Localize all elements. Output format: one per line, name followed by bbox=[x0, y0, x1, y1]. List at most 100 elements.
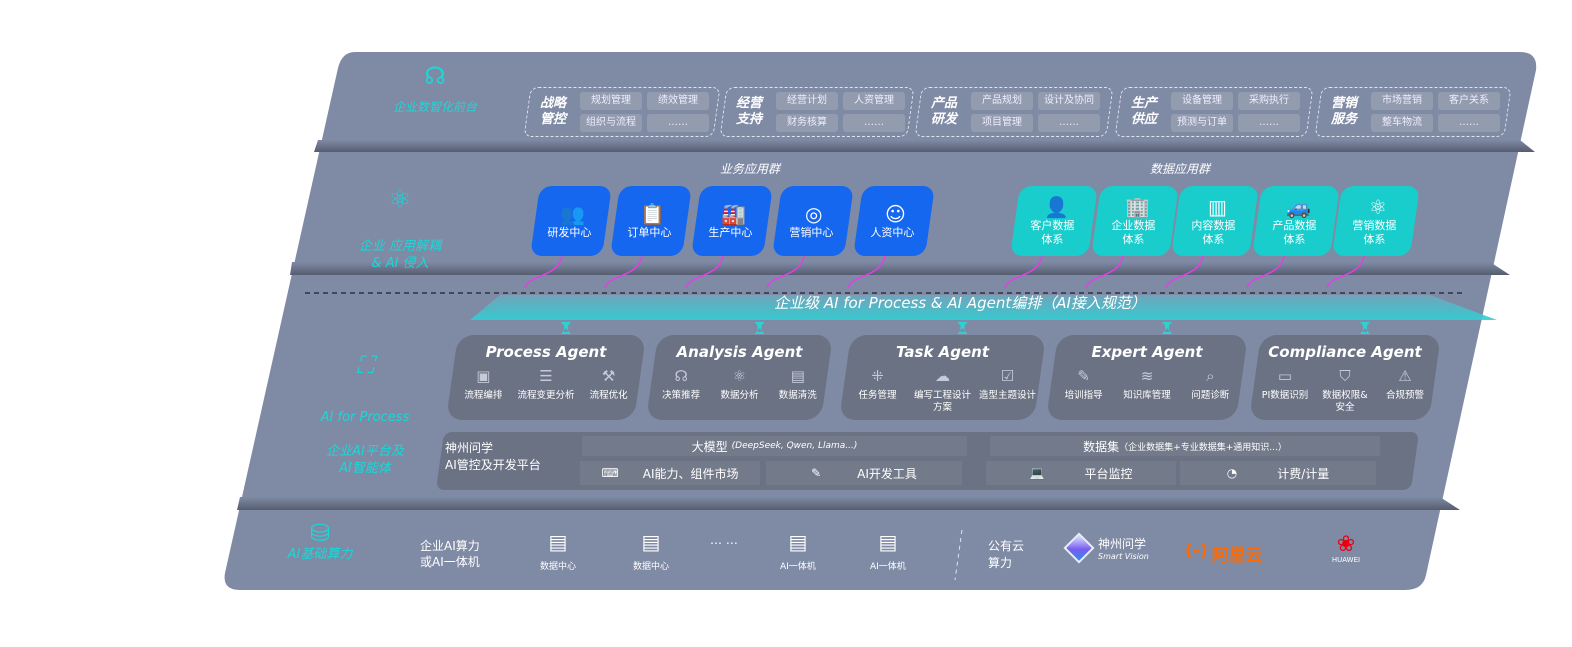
target-icon: ◎ bbox=[805, 202, 823, 226]
group-chip[interactable]: 经营计划 bbox=[776, 92, 838, 110]
checklist-icon: ☑ bbox=[1000, 367, 1015, 385]
atom-icon: ⚛ bbox=[732, 367, 747, 385]
agent-feature-label: 数据清洗 bbox=[778, 390, 817, 401]
group-chip[interactable]: 设计及协同 bbox=[1038, 92, 1100, 110]
market-icon: ⌨ bbox=[601, 466, 619, 480]
models-bar[interactable]: 大模型 (DeepSeek, Qwen, Llama...) bbox=[582, 436, 967, 456]
atom-icon: ⚛ bbox=[1368, 195, 1387, 219]
market-cell[interactable]: ⌨ AI能力、组件市场 bbox=[580, 461, 760, 485]
aliyun-logo-icon: (-) bbox=[1185, 541, 1208, 561]
agent-feature[interactable]: ⚛ 数据分析 bbox=[711, 367, 769, 402]
group-chip[interactable]: 财务核算 bbox=[776, 114, 838, 132]
agent-feature-label: 流程变更分析 bbox=[517, 390, 575, 401]
layer-divider-3 bbox=[237, 497, 1460, 510]
integration-arrow bbox=[1246, 249, 1286, 289]
group-chip[interactable]: 客户关系 bbox=[1438, 92, 1500, 110]
agent-card[interactable]: Process Agent ▣ 流程编排 ☰ 流程变更分析 ⚒ 流程优化 bbox=[446, 335, 646, 420]
agent-feature[interactable]: ☊ 决策推荐 bbox=[652, 367, 710, 402]
vendor-smart-vision: 神州问学 Smart Vision bbox=[1063, 532, 1149, 564]
business_apps-card[interactable]: 📋 订单中心 bbox=[610, 186, 692, 256]
chart-window-icon: ▣ bbox=[476, 367, 491, 385]
agent-card[interactable]: Analysis Agent ☊ 决策推荐 ⚛ 数据分析 ▤ 数据清洗 bbox=[646, 335, 833, 420]
billing-cell[interactable]: ◔ 计费/计量 bbox=[1180, 461, 1376, 485]
group-chip[interactable]: 项目管理 bbox=[971, 114, 1033, 132]
data_apps-card[interactable]: ⚛ 营销数据 体系 bbox=[1332, 186, 1420, 256]
group-title: 战略 管控 bbox=[540, 96, 567, 127]
vendor-aliyun: (-) 阿里云 bbox=[1185, 541, 1263, 566]
smart-vision-sub: Smart Vision bbox=[1098, 552, 1149, 561]
id-card-icon: ▭ bbox=[1277, 367, 1293, 385]
face-scan-icon: ⛶ bbox=[356, 351, 374, 379]
monitor-cell[interactable]: 💻 平台监控 bbox=[986, 461, 1176, 485]
data_apps-card[interactable]: 🚙 产品数据 体系 bbox=[1252, 186, 1340, 256]
books-icon: ▥ bbox=[1207, 195, 1227, 219]
billing-label: 计费/计量 bbox=[1277, 466, 1330, 481]
gauge-icon: ◔ bbox=[1226, 466, 1238, 480]
dataset-note: （企业数据集+专业数据集+通用知识...） bbox=[1119, 442, 1287, 453]
agent-feature[interactable]: ⌕ 问题诊断 bbox=[1179, 367, 1242, 402]
agent-feature[interactable]: ✎ 培训指导 bbox=[1052, 367, 1115, 402]
tools-icon: ⚒ bbox=[601, 367, 616, 385]
group-chip[interactable]: 人资管理 bbox=[843, 92, 905, 110]
devtools-cell[interactable]: ✎ AI开发工具 bbox=[766, 461, 962, 485]
business_apps-card-label: 生产中心 bbox=[708, 226, 753, 239]
agent-feature-label: PI数据识别 bbox=[1261, 390, 1309, 401]
agent-feature-label: 知识库管理 bbox=[1123, 390, 1171, 401]
agent-feature[interactable]: ⚒ 流程优化 bbox=[578, 367, 640, 402]
business_apps-card[interactable]: 🏭 生产中心 bbox=[691, 186, 773, 256]
integration-arrow bbox=[1085, 249, 1125, 289]
doc-clean-icon: ▤ bbox=[790, 367, 805, 385]
group-chip[interactable]: 市场营销 bbox=[1371, 92, 1433, 110]
data_apps-card[interactable]: 👤 客户数据 体系 bbox=[1010, 186, 1098, 256]
group-chip[interactable]: 规划管理 bbox=[580, 92, 642, 110]
head-icon: ☊ bbox=[674, 367, 688, 385]
database-icon: ⛁ bbox=[309, 519, 331, 547]
business_apps-card[interactable]: ☺ 人资中心 bbox=[853, 186, 935, 256]
dataset-bar[interactable]: 数据集 （企业数据集+专业数据集+通用知识...） bbox=[990, 436, 1380, 456]
agent-feature[interactable]: ▣ 流程编排 bbox=[452, 367, 514, 402]
group-chip[interactable]: …… bbox=[1438, 114, 1500, 132]
agent-feature[interactable]: ▭ PI数据识别 bbox=[1255, 367, 1314, 414]
agent-feature[interactable]: ☰ 流程变更分析 bbox=[515, 367, 577, 402]
group-chip[interactable]: …… bbox=[1038, 114, 1100, 132]
agent-feature[interactable]: ⁜ 任务管理 bbox=[845, 367, 909, 414]
group-chip[interactable]: 预测与订单 bbox=[1171, 114, 1233, 132]
group-chip[interactable]: 绩效管理 bbox=[647, 92, 709, 110]
group-chip[interactable]: 整车物流 bbox=[1371, 114, 1433, 132]
server-icon: ▤ bbox=[878, 530, 898, 554]
bidirectional-arrow-icon bbox=[561, 322, 571, 334]
group-chip[interactable]: …… bbox=[1238, 114, 1300, 132]
agent-title: Expert Agent bbox=[1091, 343, 1203, 361]
aliyun-name: 阿里云 bbox=[1211, 546, 1263, 566]
group-chip[interactable]: 采购执行 bbox=[1238, 92, 1300, 110]
platform-title: 神州问学 AI管控及开发平台 bbox=[445, 441, 541, 472]
alert-icon: ⚠ bbox=[1398, 367, 1412, 385]
agent-feature[interactable]: ☑ 造型主题设计 bbox=[975, 367, 1039, 414]
agent-feature[interactable]: ⚠ 合规预警 bbox=[1375, 367, 1434, 414]
group-chip[interactable]: …… bbox=[647, 114, 709, 132]
group-chip[interactable]: 设备管理 bbox=[1171, 92, 1233, 110]
group-chip[interactable]: 组织与流程 bbox=[580, 114, 642, 132]
diagnosis-icon: ⌕ bbox=[1206, 367, 1215, 385]
data_apps-card[interactable]: 🏢 企业数据 体系 bbox=[1091, 186, 1179, 256]
group-chip[interactable]: …… bbox=[843, 114, 905, 132]
business_apps-card[interactable]: ◎ 营销中心 bbox=[772, 186, 854, 256]
agent-card[interactable]: Task Agent ⁜ 任务管理 ☁ 编写工程设计方案 ☑ 造型主题设计 bbox=[839, 335, 1046, 420]
data-apps-title: 数据应用群 bbox=[1149, 162, 1210, 176]
group-chip[interactable]: 产品规划 bbox=[971, 92, 1033, 110]
agent-feature[interactable]: ☁ 编写工程设计方案 bbox=[910, 367, 974, 414]
data_apps-card[interactable]: ▥ 内容数据 体系 bbox=[1171, 186, 1259, 256]
smart-vision-logo-icon bbox=[1063, 532, 1095, 564]
huawei-logo-icon: ❀ bbox=[1336, 532, 1356, 557]
compute-node-label: AI一体机 bbox=[780, 562, 816, 572]
agent-feature[interactable]: ▤ 数据清洗 bbox=[769, 367, 827, 402]
business_apps-card[interactable]: 👥 研发中心 bbox=[530, 186, 612, 256]
agent-feature[interactable]: ≋ 知识库管理 bbox=[1116, 367, 1179, 402]
agent-card[interactable]: Expert Agent ✎ 培训指导 ≋ 知识库管理 ⌕ 问题诊断 bbox=[1046, 335, 1248, 420]
agent-feature[interactable]: ⛉ 数据权限& 安全 bbox=[1315, 367, 1374, 414]
agent-card[interactable]: Compliance Agent ▭ PI数据识别 ⛉ 数据权限& 安全 ⚠ 合规预警 bbox=[1249, 335, 1441, 420]
network-icon: ⁜ bbox=[871, 367, 884, 385]
huawei-name: HUAWEI bbox=[1331, 556, 1361, 564]
market-label: AI能力、组件市场 bbox=[642, 466, 739, 481]
compute-node: ▤ 数据中心 bbox=[540, 530, 576, 572]
